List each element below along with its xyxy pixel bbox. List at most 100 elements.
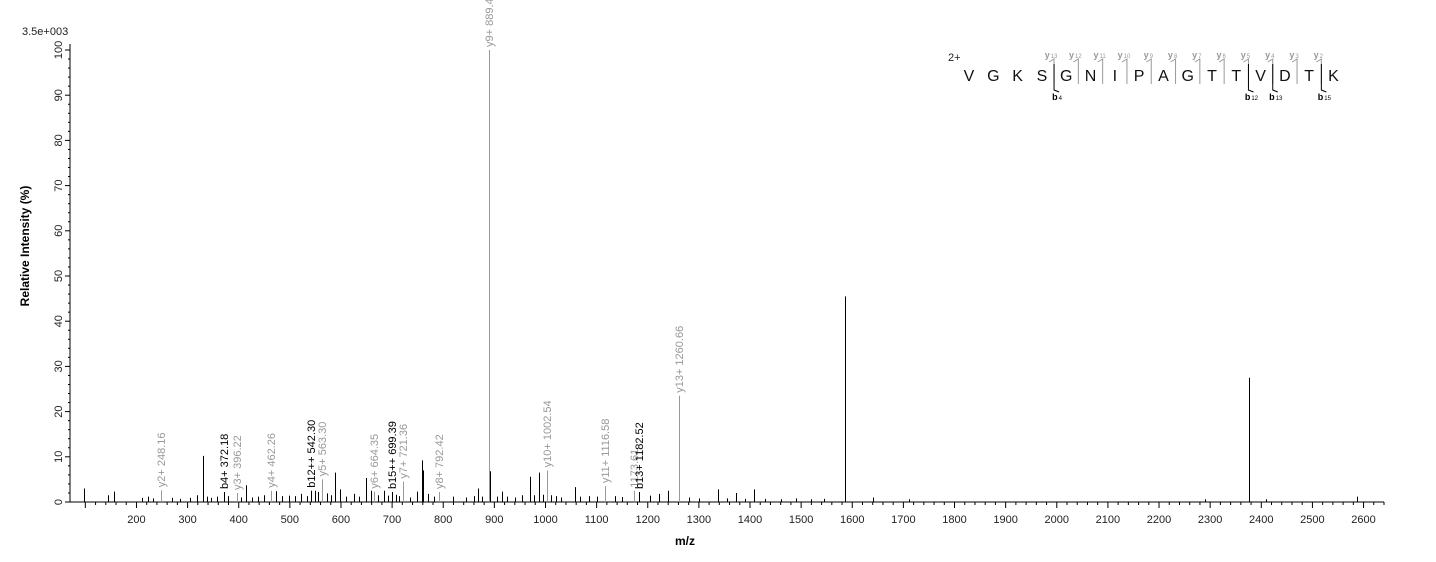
y-ion-label: y2: [1314, 50, 1324, 60]
scale-label: 3.5e+003: [22, 26, 68, 38]
x-tick-label: 1100: [585, 514, 609, 526]
residue-10: G: [1181, 68, 1193, 85]
b-ion-marker: [1320, 64, 1327, 93]
peak-label: y6+ 664.35: [369, 434, 381, 489]
b-ion-marker: [1272, 64, 1278, 93]
peak-label: y9+ 889.46: [484, 0, 496, 47]
peak-label: 1173.61: [629, 449, 641, 488]
y-ion-marker: [1073, 58, 1079, 84]
x-tick-label: 600: [332, 514, 350, 526]
peak-label: y13+ 1260.66: [674, 326, 686, 393]
residue-7: I: [1113, 68, 1117, 85]
y-ion-label: y5: [1241, 50, 1251, 60]
x-tick-label: 700: [383, 514, 401, 526]
y-ion-marker: [1267, 58, 1274, 84]
y-tick-label: 10: [53, 451, 65, 463]
x-axis-title: m/z: [675, 534, 695, 548]
residue-3: K: [1012, 68, 1023, 85]
y-ion-label: y8: [1168, 50, 1178, 60]
y-ion-label: y7: [1192, 50, 1202, 60]
y-tick-label: 60: [53, 225, 65, 237]
y-tick-label: 20: [53, 405, 65, 417]
y-ion-marker: [1243, 58, 1249, 84]
x-tick-label: 500: [281, 514, 299, 526]
peak-label: y10+ 1002.54: [542, 400, 554, 467]
y-ion-label: y9: [1144, 50, 1154, 60]
peak-label: y2+ 248.16: [156, 432, 168, 487]
residue-9: A: [1158, 68, 1169, 85]
y-tick-label: 70: [53, 179, 65, 191]
x-tick-label: 2100: [1096, 514, 1120, 526]
x-tick-label: 1900: [993, 514, 1017, 526]
peak-label: y11+ 1116.58: [600, 419, 612, 484]
b-ion-marker: [1247, 64, 1254, 93]
residue-4: S: [1037, 68, 1048, 85]
b-ion-label: b4: [1052, 92, 1063, 102]
peak-label: b15++ 699.39: [387, 421, 399, 489]
peak-label: y3+ 396.22: [232, 435, 244, 490]
x-tick-label: 1800: [942, 514, 966, 526]
x-tick-label: 2200: [1147, 514, 1171, 526]
y-ion-label: y4: [1265, 50, 1275, 60]
peak-label: b13+ 1182.52: [634, 422, 646, 489]
y-tick-label: 80: [53, 134, 65, 146]
x-tick-label: 300: [178, 514, 196, 526]
residue-15: T: [1304, 68, 1314, 85]
residue-1: V: [964, 68, 975, 85]
y-ion-marker: [1218, 58, 1225, 84]
x-tick-label: 400: [230, 514, 248, 526]
y-tick-label: 100: [53, 41, 65, 59]
x-tick-label: 1700: [891, 514, 915, 526]
x-tick-label: 900: [485, 514, 503, 526]
y-tick-label: 0: [53, 499, 65, 505]
y-tick-label: 40: [53, 315, 65, 327]
x-tick-label: 1600: [840, 514, 864, 526]
y-ion-marker: [1097, 58, 1104, 84]
x-tick-label: 1200: [636, 514, 660, 526]
y-axis-title: Relative Intensity (%): [18, 186, 32, 307]
residue-11: T: [1207, 68, 1217, 85]
x-tick-label: 2300: [1198, 514, 1222, 526]
y-tick-label: 50: [53, 270, 65, 282]
x-tick-label: 2500: [1300, 514, 1324, 526]
y-tick-label: 30: [53, 360, 65, 372]
y-ion-marker: [1170, 58, 1177, 84]
charge-state: 2+: [948, 52, 961, 64]
y-ion-label: y11: [1094, 50, 1107, 60]
y-tick-label: 90: [53, 89, 65, 101]
residue-16: K: [1328, 68, 1339, 85]
peak-label: y4+ 462.26: [266, 433, 278, 488]
b-ion-marker: [1053, 64, 1060, 93]
peak-label: y7+ 721.36: [398, 424, 410, 479]
peak-label: y8+ 792.42: [434, 434, 446, 489]
residue-14: D: [1279, 68, 1291, 85]
y-ion-marker: [1048, 58, 1055, 84]
x-tick-label: 1400: [738, 514, 762, 526]
y-ion-marker: [1121, 58, 1128, 84]
x-tick-label: 1500: [789, 514, 813, 526]
b-ion-label: b15: [1318, 92, 1332, 102]
peak-label: y5+ 563.30: [317, 422, 329, 477]
x-tick-label: 200: [127, 514, 145, 526]
b-ion-label: b12: [1245, 92, 1259, 102]
residue-13: V: [1255, 68, 1266, 85]
peak-annotations: y2+ 248.16 b4+ 372.18 y3+ 396.22 y4+ 462.26…: [156, 0, 686, 490]
peak-label: b4+ 372.18: [219, 434, 231, 489]
y-ion-label: y13: [1045, 50, 1058, 60]
y-ion-label: y6: [1216, 50, 1226, 60]
y-ion-marker: [1194, 58, 1201, 84]
axes: 0 10 20 30 40 50 60 70 80 90 100 200 300 400 500 600 700…: [53, 41, 1385, 526]
y-ion-label: y3: [1289, 50, 1299, 60]
y-ion-marker: [1291, 58, 1298, 84]
x-tick-label: 1300: [687, 514, 711, 526]
residue-8: P: [1134, 68, 1145, 85]
residue-5: G: [1060, 68, 1072, 85]
y-ion-marker: [1145, 58, 1152, 84]
y-ion-label: y12: [1069, 50, 1082, 60]
y-ion-marker: [1316, 58, 1322, 84]
x-tick-label: 2600: [1351, 514, 1375, 526]
peak-label: b12++ 542.30: [306, 420, 318, 488]
b-ion-label: b13: [1269, 92, 1283, 102]
